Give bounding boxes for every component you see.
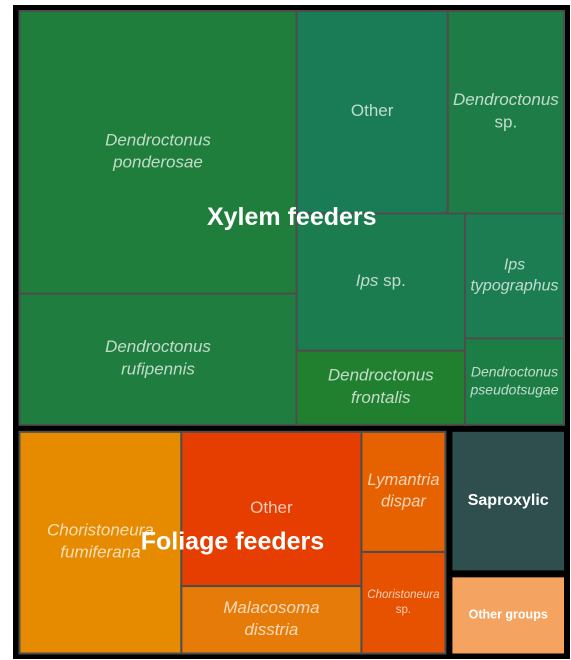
treemap-tile xyxy=(452,431,564,571)
label-word: Dendroctonus xyxy=(105,338,211,357)
label-word: Dendroctonus xyxy=(105,131,211,150)
label-word: Other xyxy=(351,102,394,121)
label-word: ponderosae xyxy=(112,153,203,172)
label-line: Choristoneura xyxy=(47,521,154,540)
label-word: Saproxylic xyxy=(468,492,549,509)
label-word: fumiferana xyxy=(60,543,140,562)
tile-label: Dendroctonus ponderosae xyxy=(105,131,211,172)
tile-label: Ips typographus xyxy=(470,257,558,295)
label-word: Dendroctonus xyxy=(471,363,558,379)
label-line: Ips xyxy=(504,257,525,274)
label-word: disstria xyxy=(244,620,298,639)
tile-label: Dendroctonus frontalis xyxy=(328,366,434,407)
label-line: Saproxylic xyxy=(468,492,549,509)
group-label: Saproxylic xyxy=(468,492,549,509)
label-word: sp. xyxy=(378,272,405,291)
label-word: Other xyxy=(469,608,502,622)
label-word: Dendroctonus xyxy=(453,91,559,110)
label-line: Dendroctonus xyxy=(105,338,211,357)
label-word: dispar xyxy=(381,493,427,511)
label-word: sp. xyxy=(396,604,411,616)
label-line: Choristoneura xyxy=(367,589,439,601)
tile-label: Lymantria dispar xyxy=(367,472,439,511)
label-line: pseudotsugae xyxy=(470,381,559,397)
label-word: Choristoneura xyxy=(47,521,154,540)
label-line: Xylem feeders xyxy=(207,203,377,231)
label-line: rufipennis xyxy=(121,360,195,379)
label-word: sp. xyxy=(495,113,518,132)
treemap-tile xyxy=(18,292,298,426)
label-line: sp. xyxy=(495,113,518,132)
label-line: Other xyxy=(250,498,293,517)
treemap-tile xyxy=(295,212,467,352)
label-word: Choristoneura xyxy=(367,589,439,601)
label-line: Dendroctonus xyxy=(471,363,558,379)
label-line: Ips sp. xyxy=(356,272,406,291)
group-label: Xylem feeders xyxy=(207,203,377,231)
label-word: typographus xyxy=(470,278,558,295)
tile-label: Dendroctonus pseudotsugae xyxy=(470,363,559,397)
label-line: disstria xyxy=(244,620,298,639)
label-line: fumiferana xyxy=(60,543,140,562)
label-line: Other xyxy=(351,102,394,121)
label-line: ponderosae xyxy=(112,153,203,172)
label-word: frontalis xyxy=(351,388,411,407)
label-line: Other groups xyxy=(469,608,548,622)
label-word: rufipennis xyxy=(121,360,195,379)
label-line: dispar xyxy=(381,493,427,511)
label-word: pseudotsugae xyxy=(470,381,559,397)
treemap-tile xyxy=(295,349,467,426)
label-line: Dendroctonus xyxy=(453,91,559,110)
tile-label: Other xyxy=(351,102,394,121)
label-line: Malacosoma xyxy=(223,598,319,617)
treemap-tile xyxy=(18,430,183,655)
treemap-tile xyxy=(464,212,565,340)
label-word: feeders xyxy=(281,203,377,231)
label-word: Ips xyxy=(356,272,379,291)
label-line: frontalis xyxy=(351,388,411,407)
label-line: Foliage feeders xyxy=(141,527,324,555)
label-word: Xylem xyxy=(207,203,281,231)
treemap-tile xyxy=(464,337,565,426)
label-word: Malacosoma xyxy=(223,598,319,617)
label-word: Ips xyxy=(504,257,525,274)
label-line: Dendroctonus xyxy=(328,366,434,385)
label-word: Dendroctonus xyxy=(328,366,434,385)
label-word: feeders xyxy=(228,527,324,555)
tile-label: Malacosoma disstria xyxy=(223,598,319,639)
tile-label: Choristoneura sp. xyxy=(367,589,439,616)
label-line: Lymantria xyxy=(367,472,439,490)
label-line: typographus xyxy=(470,278,558,295)
label-word: groups xyxy=(502,608,548,622)
label-word: Lymantria xyxy=(367,472,439,490)
treemap-tile xyxy=(180,430,363,588)
treemap-tile xyxy=(446,10,566,215)
label-word: Foliage xyxy=(141,527,229,555)
treemap-tile xyxy=(360,550,447,655)
group-label: Other groups xyxy=(469,608,548,622)
tile-label: Other xyxy=(250,498,293,517)
label-line: Dendroctonus xyxy=(105,131,211,150)
treemap-tile xyxy=(18,10,298,295)
tile-label: Dendroctonus sp. xyxy=(453,91,559,132)
treemap-tile xyxy=(452,577,564,654)
label-word: Other xyxy=(250,498,293,517)
treemap-tile xyxy=(360,430,447,553)
tile-label: Choristoneura fumiferana xyxy=(47,521,154,562)
tile-label: Dendroctonus rufipennis xyxy=(105,338,211,379)
tile-label: Ips sp. xyxy=(356,272,406,291)
label-line: sp. xyxy=(396,604,411,616)
group-label: Foliage feeders xyxy=(141,527,324,555)
